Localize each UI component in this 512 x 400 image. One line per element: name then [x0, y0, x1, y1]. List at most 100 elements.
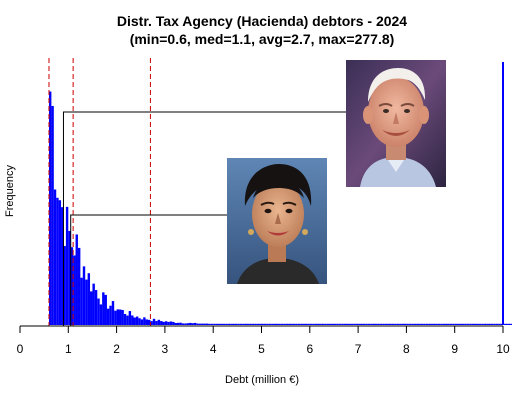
- histogram-bar: [138, 318, 141, 325]
- histogram-bar: [401, 323, 404, 325]
- histogram-bar: [372, 323, 376, 325]
- histogram-bar: [423, 323, 426, 325]
- chart-subtitle: (min=0.6, med=1.1, avg=2.7, max=277.8): [130, 31, 395, 47]
- histogram-bar: [65, 206, 69, 325]
- histogram-bar: [203, 323, 206, 325]
- histogram-bar: [295, 323, 298, 325]
- x-tick-label-9: 9: [451, 342, 458, 356]
- histogram-bar: [457, 323, 460, 325]
- histogram-bar: [358, 323, 361, 325]
- histogram-bar: [324, 323, 327, 325]
- histogram-bar: [307, 323, 310, 325]
- x-tick-label-2: 2: [113, 342, 120, 356]
- histogram-bar: [447, 323, 450, 325]
- histogram-bar: [261, 323, 264, 325]
- histogram-bar: [370, 323, 373, 325]
- histogram-bar: [119, 309, 122, 325]
- histogram-bar: [428, 323, 431, 325]
- histogram-bar: [104, 294, 107, 325]
- histogram-bar: [232, 323, 235, 325]
- histogram-bar: [94, 290, 98, 325]
- histogram-bar: [242, 323, 245, 325]
- histogram-bar: [193, 322, 197, 325]
- histogram-bar: [157, 319, 161, 325]
- histogram-bar: [70, 247, 74, 325]
- histogram-bar: [481, 323, 484, 325]
- histogram-bar: [442, 323, 446, 325]
- histogram-bar: [249, 323, 252, 325]
- histogram-bar: [133, 317, 136, 325]
- histogram-bar: [326, 323, 330, 325]
- histogram-bar: [87, 273, 91, 325]
- histogram-bar: [495, 323, 499, 325]
- histogram-bar: [239, 323, 243, 325]
- histogram-bar: [58, 200, 62, 325]
- overflow-bar: [502, 62, 504, 325]
- histogram-bar: [254, 323, 257, 325]
- histogram-bar: [75, 234, 78, 325]
- histogram-bar: [476, 323, 479, 325]
- x-tick-label-10: 10: [496, 342, 510, 356]
- histogram-bar: [288, 323, 291, 325]
- histogram-bar: [114, 310, 117, 325]
- histogram-bar: [362, 323, 366, 325]
- histogram-bar: [48, 91, 52, 325]
- histogram-bar: [377, 323, 380, 325]
- histogram-bar: [483, 323, 487, 325]
- histogram-bar: [411, 323, 414, 325]
- histogram-bar: [503, 323, 506, 325]
- histogram-bar: [350, 323, 354, 325]
- histogram-bar: [140, 319, 144, 325]
- histogram-bar: [222, 323, 226, 325]
- histogram-bar: [341, 323, 344, 325]
- histogram-bar: [208, 323, 211, 325]
- histogram-bar: [213, 323, 216, 325]
- histogram-bar: [82, 266, 86, 325]
- histogram-bar: [167, 321, 170, 325]
- histogram-bar: [273, 323, 276, 325]
- histogram-bar: [454, 323, 458, 325]
- x-tick-label-8: 8: [403, 342, 410, 356]
- histogram-bar: [68, 230, 71, 325]
- histogram-bar: [63, 246, 66, 325]
- histogram-bar: [314, 323, 318, 325]
- histogram-bar: [150, 321, 153, 325]
- histogram-bar: [403, 323, 407, 325]
- x-tick-label-1: 1: [65, 342, 72, 356]
- histogram-bar: [172, 321, 175, 325]
- histogram-bar: [99, 304, 103, 325]
- photo-callouts: [62, 111, 346, 326]
- histogram-bar: [505, 323, 508, 325]
- histogram-bar: [160, 321, 163, 325]
- histogram-bar: [234, 323, 238, 325]
- histogram-bar: [215, 323, 219, 325]
- histogram-bar: [196, 323, 199, 325]
- histogram-bar: [406, 323, 409, 325]
- histogram-bar: [247, 323, 250, 325]
- histogram-bar: [394, 323, 397, 325]
- histogram-bar: [218, 323, 221, 325]
- x-axis-label: Debt (million €): [225, 374, 299, 386]
- histogram-bar: [152, 318, 156, 325]
- histogram-bar: [278, 323, 281, 325]
- histogram-bar: [111, 301, 115, 325]
- histogram-bar: [80, 277, 83, 325]
- histogram-bar: [169, 321, 173, 325]
- callout-line-woman: [70, 214, 227, 326]
- histogram-bar: [179, 322, 182, 325]
- histogram-bar: [387, 323, 390, 325]
- histogram-bar: [280, 323, 284, 325]
- histogram-bar: [440, 323, 443, 325]
- histogram-bar: [147, 319, 151, 325]
- histogram-bar: [486, 323, 489, 325]
- histogram-bar: [271, 323, 274, 325]
- x-tick-label-5: 5: [258, 342, 265, 356]
- histogram-bar: [73, 255, 76, 325]
- histogram-bar: [343, 323, 347, 325]
- histogram-bar: [230, 323, 233, 325]
- histogram-bar: [360, 323, 363, 325]
- histogram-bar: [191, 323, 194, 325]
- histogram-bar: [143, 317, 146, 325]
- histogram-bar: [367, 323, 371, 325]
- histogram-bar: [459, 323, 462, 325]
